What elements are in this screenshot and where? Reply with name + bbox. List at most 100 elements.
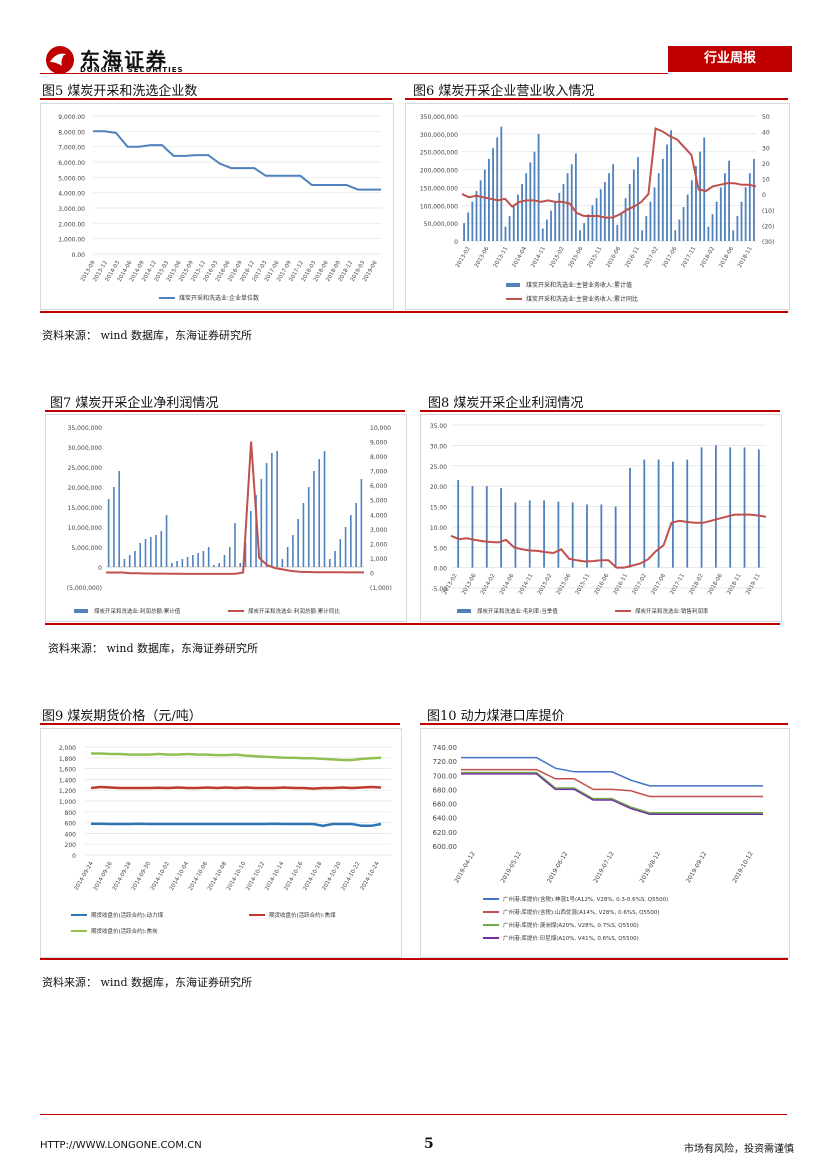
f8-series-line (450, 513, 767, 569)
f7-bar (207, 547, 210, 567)
f6-bar (603, 182, 606, 241)
f10-y-tick: 680.00 (433, 786, 458, 794)
f8-bar (600, 504, 603, 568)
f6-yleft-tick: 0 (454, 239, 458, 246)
f10-y-tick: 720.00 (433, 758, 458, 766)
f6-xtick: 2017-02 (643, 246, 660, 269)
f8-xtick: 2013-06 (461, 573, 478, 596)
f10-xtick: 2019-09-12 (685, 850, 709, 884)
figure-9-chart: 2,000 1,800 1,600 1,400 1,200 1,000 800 600 400 2… (40, 728, 402, 958)
f6-bar (467, 212, 470, 241)
f10-xtick: 2019-10-12 (731, 850, 755, 884)
f7-yright-tick: 8,000 (370, 454, 387, 461)
f8-xtick: 2015-02 (537, 573, 554, 596)
f6-bar (678, 219, 681, 241)
f8-bar (614, 506, 617, 568)
f10-legend-3-label: 广州港:库提价:澳洲煤(A20%, V28%, 0.7%S, Q5500) (503, 921, 639, 929)
f6-bar (483, 169, 486, 241)
f8-bar (528, 500, 531, 568)
f8-y-tick: 0.00 (434, 566, 448, 573)
f7-bar (281, 559, 284, 567)
f7-bar (223, 555, 226, 567)
f6-bar (628, 183, 631, 241)
f7-yleft-tick: 35,000,000 (68, 425, 103, 432)
f6-bar (732, 230, 735, 241)
f7-bar (171, 563, 173, 567)
f6-yleft-tick: 200,000,000 (420, 168, 458, 175)
f6-bar (541, 228, 544, 241)
f8-xtick: 2016-11 (612, 573, 629, 596)
f8-xtick: 2015-06 (556, 573, 573, 596)
figure-6-chart: 350,000,000 300,000,000 250,000,000 200,000… (405, 103, 790, 310)
f7-bar (123, 559, 126, 567)
f6-bar (595, 198, 598, 241)
f6-bar (550, 210, 552, 241)
f8-y-tick: 20.00 (430, 484, 447, 491)
f7-bar (197, 553, 199, 567)
f6-bar (699, 151, 701, 241)
f9-xtick: 2014-09-30 (131, 861, 152, 892)
source-note-2: 资料来源： wind 数据库，东海证券研究所 (48, 642, 259, 655)
f10-series-4-line (461, 773, 763, 815)
f7-legend-1-swatch (74, 609, 88, 613)
f6-bar (583, 223, 586, 241)
f10-y-tick: 660.00 (433, 801, 458, 809)
f7-yright-tick: 6,000 (370, 483, 387, 490)
f10-series-1-line (461, 756, 763, 787)
f9-y-tick: 1,800 (59, 756, 76, 763)
f9-y-tick: 1,400 (59, 777, 76, 784)
footer-url[interactable]: HTTP://WWW.LONGONE.COM.CN (40, 1140, 202, 1151)
f6-yleft-tick: 250,000,000 (420, 150, 458, 157)
f9-xtick: 2014-10-20 (321, 861, 342, 892)
f6-bar (599, 189, 602, 241)
f10-xtick: 2019-05-12 (500, 850, 524, 884)
f7-bar (260, 479, 263, 567)
f10-y-tick: 700.00 (433, 772, 458, 780)
f9-legend-3-label: 期货收盘价(活跃合约):焦炭 (91, 927, 158, 935)
f8-bar (543, 500, 545, 568)
f7-legend-1-label: 煤炭开采和洗选业:利润总额:累计值 (94, 607, 181, 615)
f6-yright-tick: (20) (762, 223, 774, 230)
f8-xtick: 2017-02 (631, 573, 648, 596)
f8-xtick: 2014-11 (518, 573, 535, 596)
f7-bar (302, 503, 305, 567)
figure-7-title: 图7 煤炭开采企业净利润情况 (50, 396, 219, 411)
f7-bar (144, 539, 147, 567)
row-1-bottom-rule (40, 311, 788, 313)
f9-y-tick: 600 (65, 821, 77, 828)
f6-bar (740, 201, 743, 241)
f6-bar (624, 198, 627, 241)
figure-7-chart: 35,000,000 30,000,000 25,000,000 20,000,000… (45, 414, 407, 622)
f6-bar (670, 130, 673, 241)
f7-bar (139, 543, 142, 567)
f8-bar (471, 486, 474, 568)
f7-bar (160, 531, 163, 567)
f6-bar (500, 126, 503, 241)
f6-bar (475, 191, 478, 241)
f8-xtick: 2018-02 (688, 573, 705, 596)
f9-legend-2-label: 期货收盘价(活跃合约):焦煤 (269, 911, 336, 919)
f7-bar (113, 487, 115, 567)
figure-5-title: 图5 煤炭开采和洗选企业数 (42, 84, 198, 99)
f6-bar (707, 226, 710, 241)
f6-bar (574, 153, 577, 241)
f8-bar (700, 447, 703, 568)
figure-10-title: 图10 动力煤港口库提价 (427, 709, 565, 724)
f6-bar (545, 219, 548, 241)
f9-y-tick: 2,000 (59, 745, 76, 752)
f6-bar (728, 160, 730, 241)
f6-bar (554, 201, 557, 241)
f10-y-tick: 640.00 (433, 815, 458, 823)
f6-bar (748, 173, 751, 241)
f6-xtick: 2018-02 (699, 246, 716, 269)
f8-bar (457, 480, 460, 568)
f7-bar (292, 535, 294, 567)
f7-bar (234, 523, 236, 567)
f8-bar (586, 504, 588, 568)
f6-yleft-tick: 100,000,000 (420, 203, 458, 210)
f6-xtick: 2016-06 (605, 246, 622, 269)
f7-yright-tick: 10,000 (370, 425, 391, 432)
f7-yright-tick: 4,000 (370, 512, 387, 519)
f7-bar (328, 559, 331, 567)
f6-bar (492, 148, 494, 241)
